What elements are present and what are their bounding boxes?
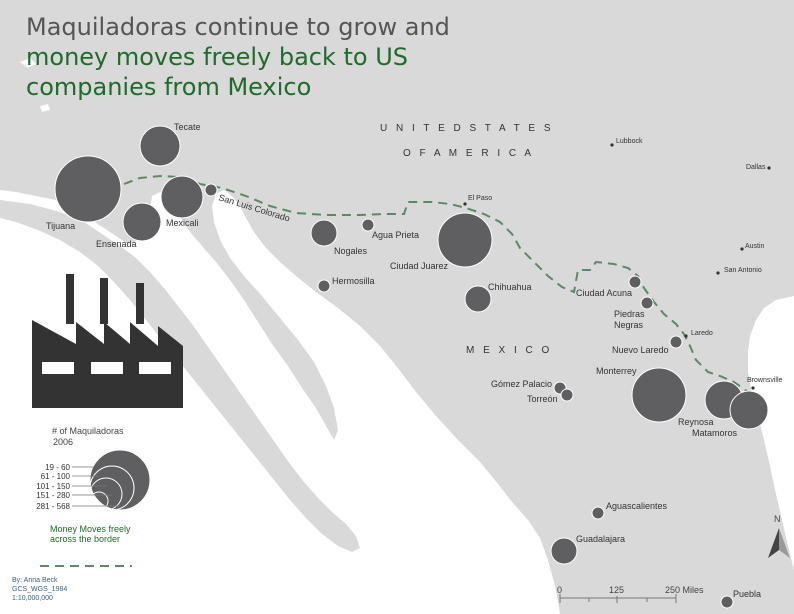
city-symbol-tecate <box>139 125 181 167</box>
gulf-of-mexico <box>748 296 794 570</box>
legend-class-label-5: 281 - 568 <box>36 502 70 511</box>
legend-title-line-2: 2006 <box>53 437 74 447</box>
city-symbol-hermosillo <box>317 279 331 293</box>
credit-author: By: Anna Beck <box>12 577 58 584</box>
city-label-guadalajara: Guadalajara <box>576 534 625 544</box>
us-city-label-san-antonio: San Antonio <box>724 267 762 274</box>
us-city-dot-brownsville <box>751 386 755 390</box>
title-line-2: money moves freely back to US <box>26 43 409 71</box>
legend-class-label-3: 101 - 150 <box>36 482 70 491</box>
city-label-chihuahua: Chihuahua <box>488 282 532 292</box>
map-title: Maquiladoras continue to grow and money … <box>26 12 450 102</box>
us-city-label-austin: Austin <box>745 243 765 250</box>
legend-circle-2 <box>89 491 109 511</box>
city-label-gomez-palacio: Gómez Palacio <box>491 379 552 389</box>
city-label-nuevo-laredo: Nuevo Laredo <box>612 345 669 355</box>
border-flow-line <box>123 174 749 393</box>
city-symbol-torreon <box>560 388 574 402</box>
city-label-nogales: Nogales <box>334 246 368 256</box>
country-label-us-line1: U N I T E D S T A T E S <box>380 123 554 134</box>
map-credit: By: Anna Beck GCS_WGS_1984 1:10,000,000 <box>12 576 67 603</box>
city-symbol-chihuahua <box>464 285 492 313</box>
island <box>40 104 50 112</box>
city-label-tecate: Tecate <box>174 122 201 132</box>
us-city-dot-austin <box>740 247 744 251</box>
us-city-dot-lubbock <box>610 143 614 147</box>
city-symbol-puebla <box>720 595 734 609</box>
city-label-reynosa: Reynosa <box>678 417 714 427</box>
legend-title: # of Maquiladoras 2006 <box>52 426 124 448</box>
legend-flow-label: Money Moves freely across the border <box>50 524 131 544</box>
legend-circle-3 <box>89 477 123 511</box>
title-line-1: Maquiladoras continue to grow and <box>26 13 450 41</box>
city-label-hermosillo: Hermosilla <box>332 276 375 286</box>
city-symbol-ciudad-juarez <box>437 212 493 268</box>
credit-projection: GCS_WGS_1984 <box>12 586 68 593</box>
city-symbol-aguascalientes <box>591 506 605 520</box>
city-label-ciudad-juarez: Ciudad Juarez <box>390 261 449 271</box>
north-arrow-icon: N <box>768 514 790 558</box>
city-symbol-guadalajara <box>550 537 578 565</box>
city-label-aguascalientes: Aguascalientes <box>606 501 668 511</box>
legend-title-line-1: # of Maquiladoras <box>52 426 124 436</box>
city-symbol-san-luis <box>204 183 218 197</box>
scale-label-125: 125 <box>609 585 624 595</box>
country-label-mexico: M E X I C O <box>466 345 552 356</box>
us-city-label-laredo: Laredo <box>691 330 713 337</box>
us-city-dot-el-paso <box>463 202 467 206</box>
us-city-label-brownsville: Brownsville <box>747 377 783 384</box>
legend-class-label-1: 19 - 60 <box>45 463 70 472</box>
us-cities: El Paso Lubbock Dallas Austin San Antonio Lar… <box>463 138 783 390</box>
legend-class-label-4: 151 - 280 <box>36 491 70 500</box>
city-symbol-ensenada <box>122 202 162 242</box>
city-symbol-mexicali <box>160 175 204 219</box>
scale-label-0: 0 <box>557 585 562 595</box>
city-symbol-nogales <box>310 219 338 247</box>
city-label-agua-prieta: Agua Prieta <box>372 230 419 240</box>
scale-bar: 0 125 250 Miles <box>557 585 704 603</box>
city-label-ensenada: Ensenada <box>96 239 137 249</box>
us-city-dot-dallas <box>767 166 771 170</box>
city-symbol-monterrey <box>631 367 687 423</box>
city-symbol-piedras-negras <box>640 296 654 310</box>
city-label-piedras-negras: Piedras Negras <box>614 309 645 330</box>
city-symbol-agua-prieta <box>361 218 375 232</box>
baja-peninsula <box>0 200 360 552</box>
north-label: N <box>774 514 781 524</box>
us-city-label-lubbock: Lubbock <box>616 138 643 145</box>
us-city-dot-san-antonio <box>716 271 720 275</box>
us-city-dot-laredo <box>684 334 688 338</box>
island <box>20 58 36 68</box>
us-city-label-el-paso: El Paso <box>468 195 492 202</box>
city-symbol-tijuana <box>54 155 122 223</box>
city-symbol-ciudad-acuna <box>628 275 642 289</box>
credit-scale: 1:10,000,000 <box>12 595 53 602</box>
city-label-torreon: Torreón <box>527 394 558 404</box>
scale-label-250: 250 Miles <box>665 585 704 595</box>
city-label-puebla: Puebla <box>733 589 761 599</box>
country-label-us-line2: O F A M E R I C A <box>403 148 534 159</box>
legend-circle-4 <box>89 465 135 511</box>
title-line-3: companies from Mexico <box>26 73 312 101</box>
city-symbol-nuevo-laredo <box>669 335 683 349</box>
legend-class-label-2: 61 - 100 <box>41 472 71 481</box>
city-label-mexicali: Mexicali <box>166 218 199 228</box>
city-label-matamoros: Matamoros <box>692 428 738 438</box>
city-label-ciudad-acuna: Ciudad Acuna <box>576 288 632 298</box>
city-label-tijuana: Tijuana <box>46 221 75 231</box>
factory-icon <box>32 274 183 408</box>
us-city-label-dallas: Dallas <box>746 164 766 171</box>
city-label-monterrey: Monterrey <box>596 366 637 376</box>
city-symbol-matamoros <box>729 390 769 430</box>
